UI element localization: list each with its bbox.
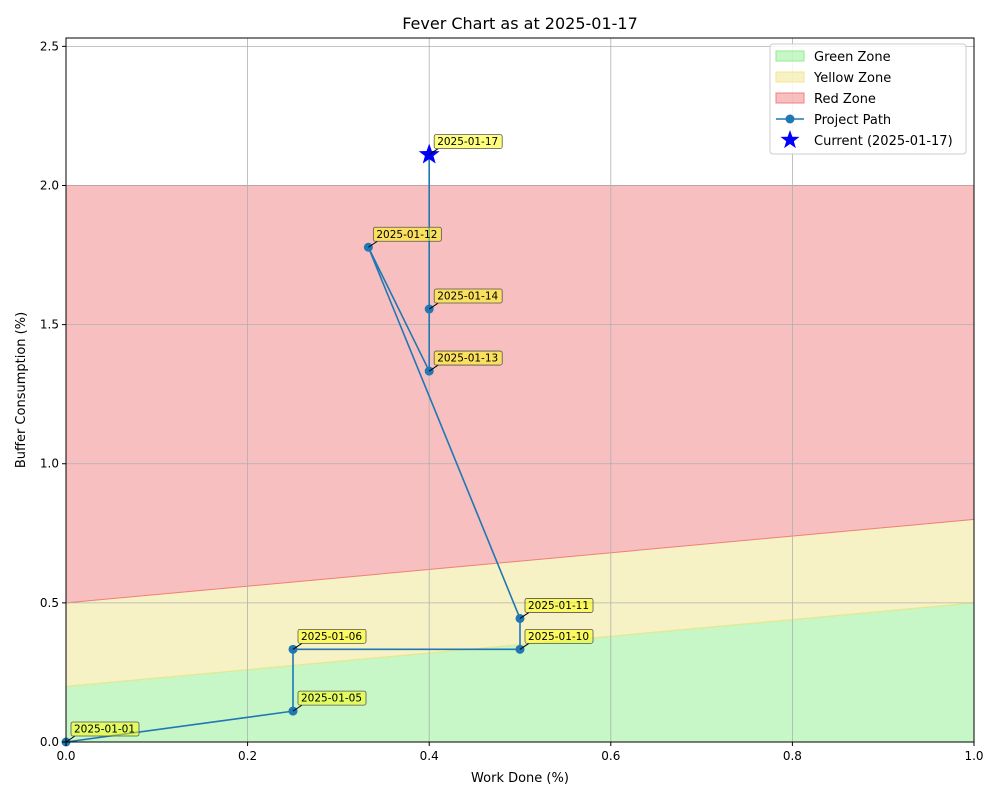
legend-swatch-zone-2 [775, 92, 805, 104]
annotation-box-2 [297, 628, 367, 644]
annotation-label-2: 2025-01-06 [301, 631, 362, 643]
y-tick-label-0: 0.0 [40, 735, 59, 749]
y-tick-label-4: 2.0 [40, 178, 59, 192]
annotation-box-1 [297, 690, 367, 706]
x-tick-label-0: 0.0 [56, 749, 75, 763]
annotation-label-5: 2025-01-12 [376, 229, 437, 241]
annotation-arrow-7 [428, 302, 439, 310]
annotation-box-7 [433, 288, 503, 304]
y-tick-label-3: 1.5 [40, 318, 59, 332]
chart-title: Fever Chart as at 2025-01-17 [402, 14, 638, 33]
x-tick-label-3: 0.6 [601, 749, 620, 763]
annotation-arrow-4 [519, 612, 530, 619]
legend-label-path: Project Path [814, 113, 891, 128]
annotations-layer: 2025-01-01 2025-01-05 2025-01-06 2025-01-10… [65, 134, 594, 743]
y-tick-label-5: 2.5 [40, 39, 59, 53]
annotation-arrow-3 [519, 642, 530, 650]
annotation-arrow-0 [65, 735, 76, 743]
y-tick-label-1: 0.5 [40, 596, 59, 610]
annotation-box-5 [372, 226, 442, 242]
annotation-box-6 [433, 350, 503, 366]
legend-label-zone-1: Yellow Zone [813, 71, 891, 86]
annotation-box-4 [524, 598, 594, 613]
legend-swatch-zone-1 [775, 71, 805, 83]
annotation-label-8: 2025-01-17 [437, 136, 498, 148]
annotation-arrow-5 [368, 240, 378, 248]
legend-label-zone-2: Red Zone [814, 92, 876, 107]
annotation-label-1: 2025-01-05 [301, 693, 362, 705]
annotation-box-3 [524, 628, 594, 644]
annotation-label-6: 2025-01-13 [437, 353, 498, 365]
annotation-box-0 [70, 721, 140, 737]
annotation-label-7: 2025-01-14 [437, 291, 498, 303]
y-axis-title: Buffer Consumption (%) [14, 312, 29, 468]
legend-label-zone-0: Green Zone [814, 50, 891, 65]
annotation-arrow-1 [292, 704, 303, 712]
y-tick-label-2: 1.0 [40, 457, 59, 471]
legend: Green Zone Yellow Zone Red Zone Project Pat… [769, 43, 967, 155]
annotation-box-8 [433, 134, 503, 149]
current-star-marker [418, 143, 440, 164]
annotation-arrow-8 [428, 148, 439, 156]
x-tick-label-2: 0.4 [420, 749, 439, 763]
legend-swatch-path-marker [785, 114, 795, 124]
legend-swatch-zone-0 [775, 50, 805, 62]
x-tick-label-1: 0.2 [238, 749, 257, 763]
annotation-label-0: 2025-01-01 [74, 724, 135, 736]
annotation-label-3: 2025-01-10 [528, 631, 589, 643]
legend-label-current: Current (2025-01-17) [814, 134, 953, 149]
x-tick-label-5: 1.0 [964, 749, 983, 763]
x-axis-title: Work Done (%) [471, 771, 569, 786]
annotation-label-4: 2025-01-11 [528, 600, 589, 612]
legend-frame [769, 43, 967, 155]
x-tick-label-4: 0.8 [783, 749, 802, 763]
legend-swatch-current [780, 130, 800, 149]
plot-frame [65, 37, 975, 743]
annotation-arrow-6 [428, 364, 439, 372]
ticks-layer: 0.0 0.2 0.4 0.6 0.8 1.0 0.0 0.5 1.0 1.5 2.0 2.5 [40, 39, 984, 763]
annotation-arrow-2 [292, 642, 303, 650]
